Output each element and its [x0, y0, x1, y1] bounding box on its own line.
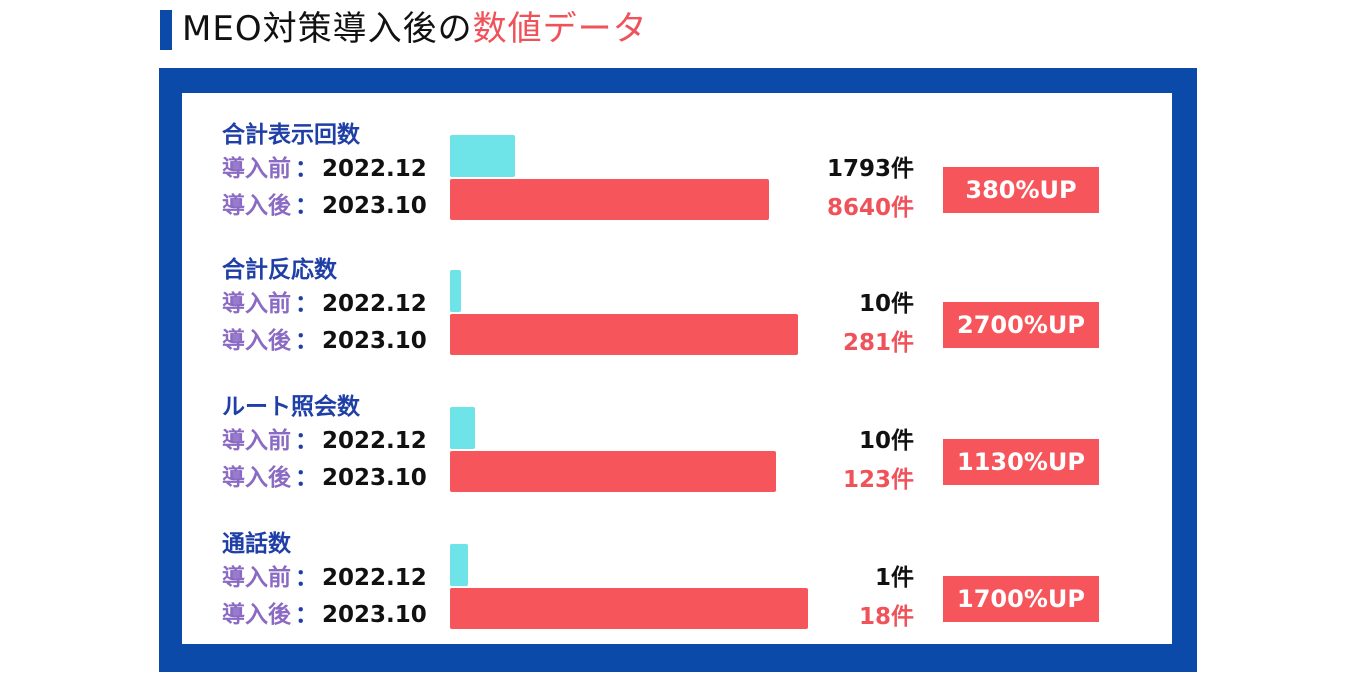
value-label-after: 8640件: [826, 195, 914, 221]
before-label: 導入前： 2022.12: [222, 289, 427, 319]
bar-before: [450, 407, 475, 449]
before-label-text: 導入前: [222, 428, 291, 454]
label-separator: ：: [295, 465, 318, 491]
before-label-text: 導入前: [222, 156, 291, 182]
after-label: 導入後： 2023.10: [222, 463, 427, 493]
metric-title: ルート照会数: [222, 394, 360, 420]
increase-badge: 380%UP: [943, 167, 1099, 213]
before-date: 2022.12: [322, 156, 427, 182]
after-date: 2023.10: [322, 193, 427, 219]
value-label-before: 1件: [874, 565, 914, 591]
chart-frame: 合計表示回数 導入前： 2022.12 導入後： 2023.10 1793件 864…: [159, 68, 1197, 672]
value-label-before: 10件: [858, 428, 914, 454]
bar-before: [450, 135, 515, 177]
before-date: 2022.12: [322, 428, 427, 454]
after-date: 2023.10: [322, 465, 427, 491]
value-label-after: 123件: [842, 467, 914, 493]
metric-title: 合計反応数: [222, 257, 337, 283]
bar-after: [450, 314, 798, 355]
label-separator: ：: [295, 156, 318, 182]
increase-badge: 2700%UP: [943, 302, 1099, 348]
metric-group: 通話数 導入前： 2022.12 導入後： 2023.10 1件 18件 1700%…: [182, 529, 1172, 659]
value-label-before: 10件: [858, 291, 914, 317]
bar-after: [450, 588, 808, 629]
label-separator: ：: [295, 328, 318, 354]
bar-before: [450, 544, 468, 586]
bar-after: [450, 179, 769, 220]
before-date: 2022.12: [322, 565, 427, 591]
before-date: 2022.12: [322, 291, 427, 317]
metric-title: 通話数: [222, 531, 291, 557]
label-separator: ：: [295, 428, 318, 454]
before-label: 導入前： 2022.12: [222, 426, 427, 456]
label-separator: ：: [295, 565, 318, 591]
page-title-main: MEO対策導入後の: [182, 9, 473, 49]
after-label: 導入後： 2023.10: [222, 600, 427, 630]
value-label-after: 281件: [842, 330, 914, 356]
label-separator: ：: [295, 291, 318, 317]
increase-badge: 1130%UP: [943, 439, 1099, 485]
before-label-text: 導入前: [222, 565, 291, 591]
after-label: 導入後： 2023.10: [222, 191, 427, 221]
after-date: 2023.10: [322, 328, 427, 354]
label-separator: ：: [295, 602, 318, 628]
value-label-before: 1793件: [826, 156, 914, 182]
bar-before: [450, 270, 461, 312]
after-label-text: 導入後: [222, 602, 291, 628]
before-label: 導入前： 2022.12: [222, 154, 427, 184]
bar-after: [450, 451, 776, 492]
metric-group: 合計表示回数 導入前： 2022.12 導入後： 2023.10 1793件 864…: [182, 120, 1172, 250]
value-label-after: 18件: [858, 604, 914, 630]
label-separator: ：: [295, 193, 318, 219]
before-label: 導入前： 2022.12: [222, 563, 427, 593]
metric-group: 合計反応数 導入前： 2022.12 導入後： 2023.10 10件 281件 2…: [182, 255, 1172, 385]
page-title: MEO対策導入後の数値データ: [182, 6, 648, 52]
before-label-text: 導入前: [222, 291, 291, 317]
metric-title: 合計表示回数: [222, 122, 360, 148]
chart-panel: 合計表示回数 導入前： 2022.12 導入後： 2023.10 1793件 864…: [182, 93, 1172, 644]
metric-group: ルート照会数 導入前： 2022.12 導入後： 2023.10 10件 123件 …: [182, 392, 1172, 522]
after-label-text: 導入後: [222, 328, 291, 354]
after-date: 2023.10: [322, 602, 427, 628]
title-accent-bar: [160, 10, 172, 50]
page-title-accent: 数値データ: [472, 9, 648, 49]
increase-badge: 1700%UP: [943, 576, 1099, 622]
after-label-text: 導入後: [222, 193, 291, 219]
after-label-text: 導入後: [222, 465, 291, 491]
after-label: 導入後： 2023.10: [222, 326, 427, 356]
